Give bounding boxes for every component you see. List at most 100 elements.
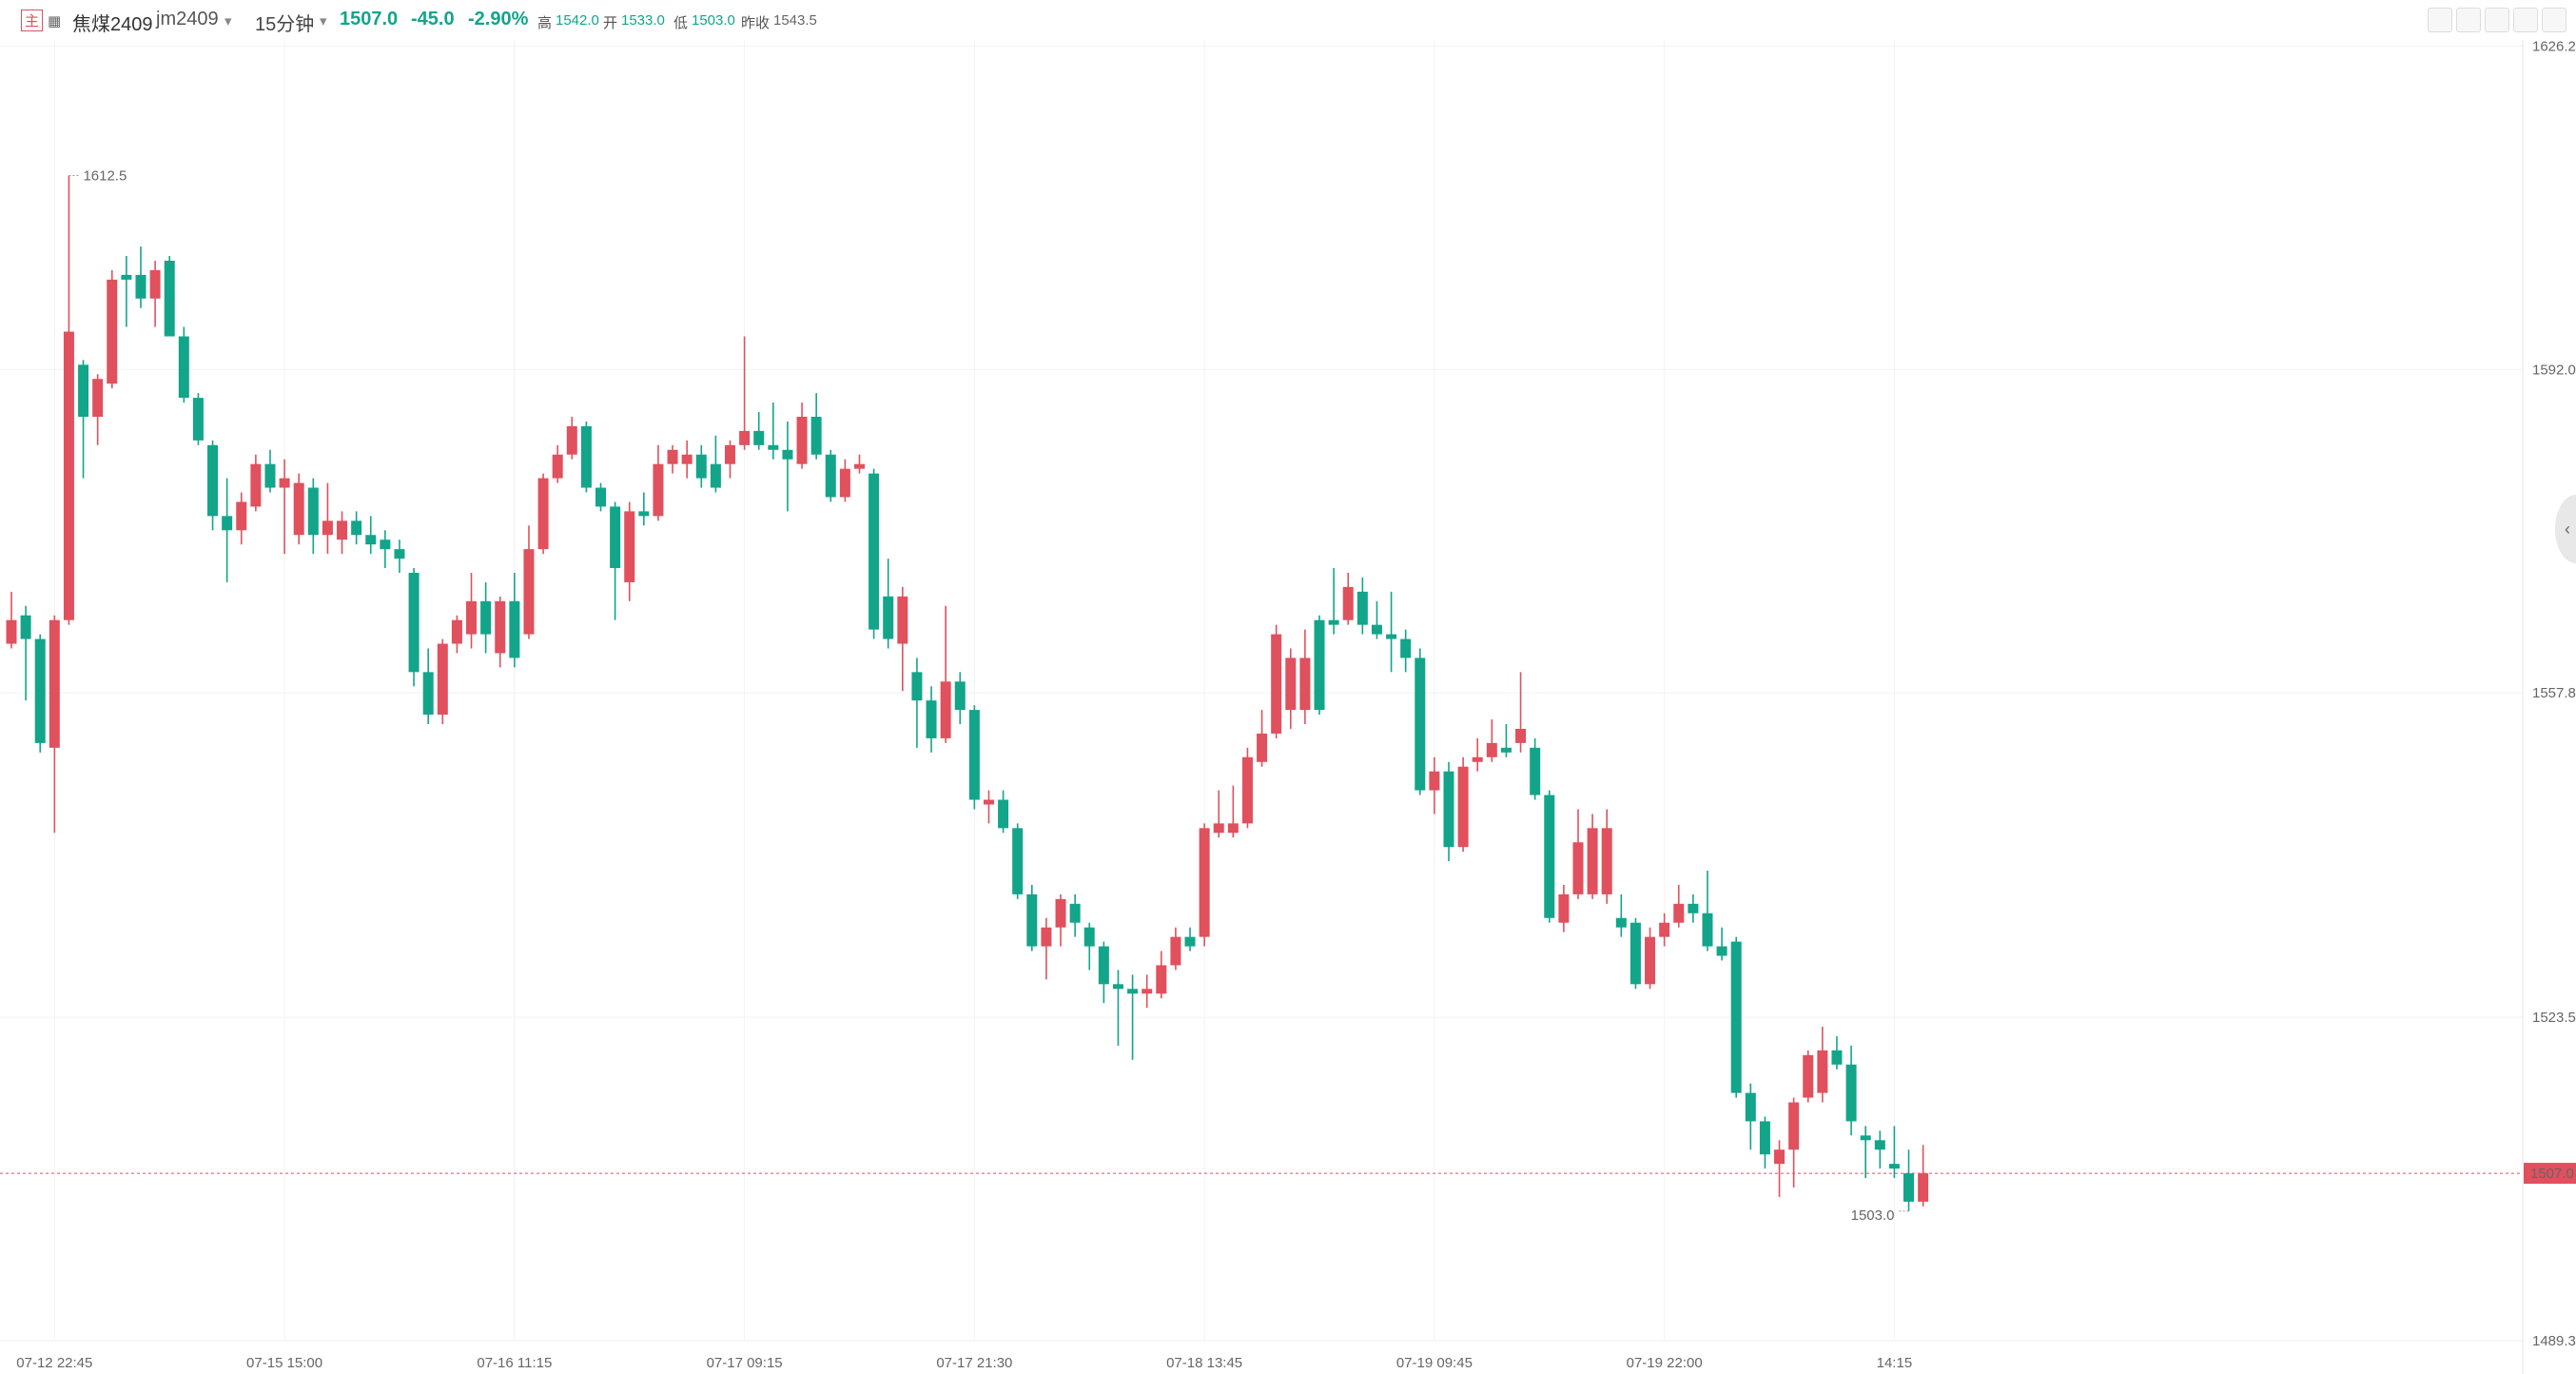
x-tick-label: 07-18 13:45 (1166, 1355, 1242, 1371)
candle-body (825, 454, 836, 498)
candle-body (768, 444, 779, 450)
candle-body (580, 425, 592, 488)
side-panel-toggle[interactable] (2555, 495, 2576, 563)
y-tick-label: 1626.2 (2532, 38, 2576, 54)
candle-body (595, 487, 607, 507)
candle-body (365, 535, 377, 545)
candle-body (1558, 893, 1570, 923)
candle-body (1874, 1140, 1885, 1150)
candle-body (1803, 1054, 1814, 1098)
candle-body (164, 261, 175, 337)
candle-body (322, 520, 333, 536)
candle-body (1500, 747, 1512, 753)
candle-body (63, 331, 74, 620)
candle-body (1688, 903, 1699, 913)
candle-body (537, 478, 549, 550)
pen-icon[interactable] (2456, 8, 2481, 32)
candle-body (1098, 946, 1109, 985)
candle-body (1184, 936, 1196, 947)
candle-body (121, 274, 132, 280)
candle-body (1213, 823, 1224, 834)
candle-body (509, 600, 520, 658)
x-tick-label: 07-17 21:30 (936, 1355, 1012, 1371)
candle-body (1572, 842, 1584, 894)
candle-body (1415, 658, 1426, 791)
candle-body (279, 478, 290, 488)
candle-body (1845, 1064, 1857, 1122)
candle-body (681, 454, 693, 464)
candle-body (839, 468, 850, 498)
candle-body (1601, 828, 1612, 894)
annotation-label: 1612.5 (83, 168, 127, 185)
candle-body (810, 416, 822, 455)
candle-body (1371, 624, 1382, 635)
candle-body (1429, 771, 1440, 791)
change-pct: -2.90% (468, 9, 529, 29)
candle-body (725, 444, 735, 464)
candle-body (1486, 742, 1497, 757)
side-panel-arrow[interactable]: ‹ (2565, 520, 2570, 539)
candle-body (480, 600, 492, 635)
candle-body (739, 430, 751, 445)
candle-body (624, 511, 635, 582)
candle-body (1083, 927, 1095, 947)
candle-body (1716, 946, 1727, 956)
candle-body (6, 619, 17, 644)
dropdown-caret[interactable]: ▾ (224, 13, 232, 29)
grid-icon[interactable]: ▦ (48, 13, 62, 29)
change: -45.0 (411, 9, 455, 29)
candle-body (107, 279, 118, 384)
candle-body (451, 619, 462, 644)
candle-body (552, 454, 563, 479)
candle-body (236, 501, 247, 531)
candle-body (178, 336, 189, 399)
dropdown-caret[interactable]: ▾ (320, 13, 327, 29)
candle-body (422, 672, 434, 716)
candle-body (1400, 638, 1412, 658)
candle-body (853, 463, 865, 469)
period[interactable]: 15分钟 (255, 14, 315, 35)
draw-icon[interactable] (2428, 8, 2452, 32)
candle-body (1112, 984, 1123, 990)
x-tick-label: 07-12 22:45 (16, 1355, 92, 1371)
candle-body (926, 700, 937, 738)
x-tick-label: 07-16 11:15 (477, 1355, 552, 1371)
candle-body (883, 596, 894, 639)
candle-body (610, 506, 621, 569)
candle-body (1055, 898, 1066, 928)
candle-body (351, 520, 362, 536)
candle-body (1457, 766, 1469, 848)
x-tick-label: 07-15 15:00 (246, 1355, 322, 1371)
candle-body (1012, 828, 1024, 894)
style-icon[interactable] (2485, 8, 2509, 32)
x-tick-label: 07-19 22:00 (1627, 1355, 1703, 1371)
candle-body (782, 449, 793, 460)
candle-body (1170, 936, 1181, 966)
candle-body (222, 516, 233, 531)
candle-body (337, 520, 348, 540)
candle-body (293, 482, 304, 536)
close-icon[interactable] (2542, 8, 2566, 32)
candle-body (495, 600, 506, 654)
candle-body (1745, 1092, 1756, 1122)
candle-body (1069, 903, 1081, 923)
candle-body (1199, 828, 1210, 937)
low-value: 1503.0 (692, 12, 735, 29)
candle-body (1328, 619, 1339, 625)
candle-body (1241, 756, 1253, 824)
candle-body (1515, 728, 1527, 743)
candle-body (998, 799, 1009, 829)
candle-body (207, 444, 219, 517)
expand-icon[interactable] (2513, 8, 2538, 32)
candle-body (49, 619, 60, 748)
candle-body (1257, 733, 1268, 762)
candle-body (1774, 1149, 1786, 1165)
open-label: 开 (603, 15, 618, 31)
last-price-label: 1507.0 (2530, 1166, 2574, 1182)
prev-close-value: 1543.5 (773, 12, 817, 29)
symbol-code[interactable]: jm2409 (156, 9, 219, 29)
candle-body (1702, 913, 1713, 947)
main-tag[interactable]: 主 (21, 10, 44, 31)
candle-body (868, 473, 880, 630)
